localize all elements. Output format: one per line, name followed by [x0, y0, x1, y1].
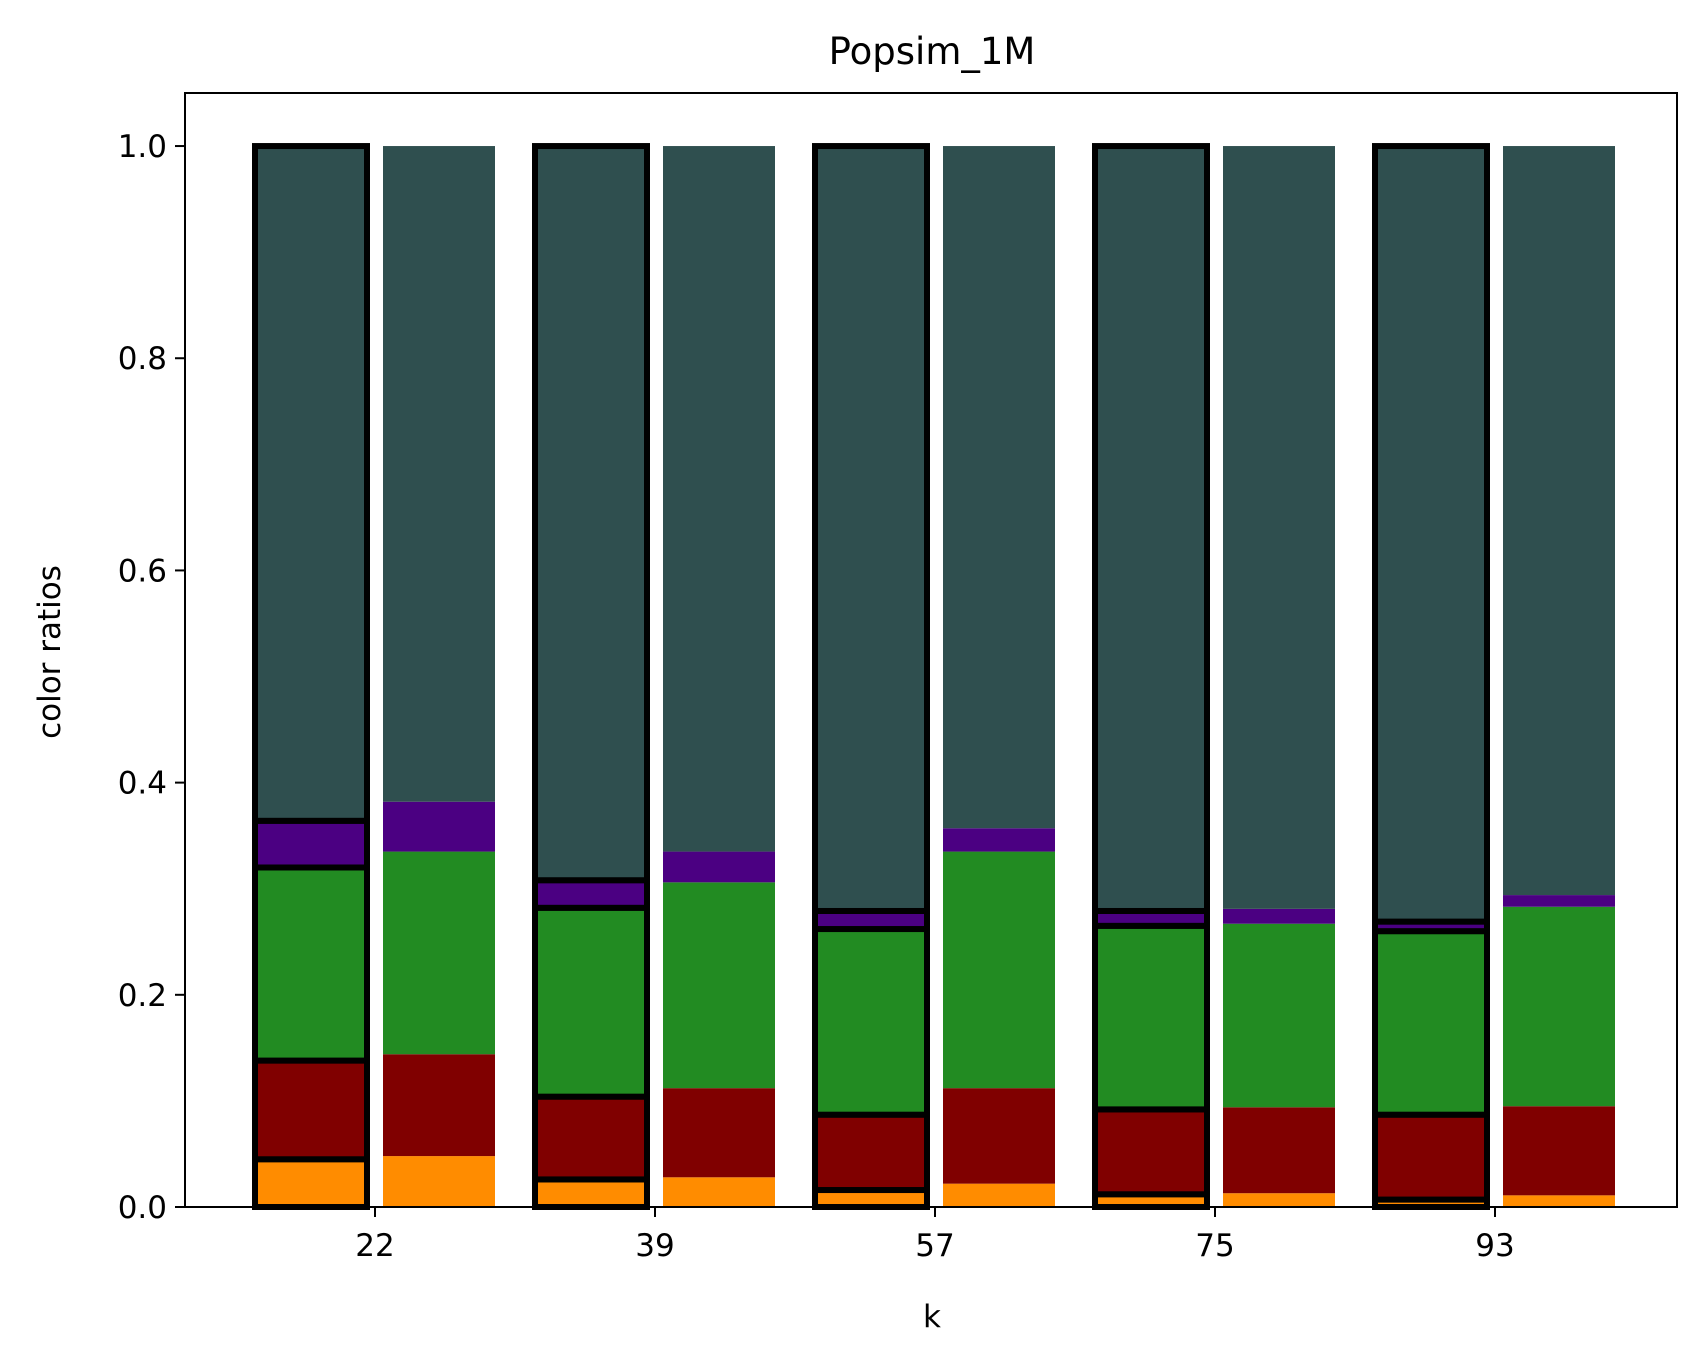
axes-layer: 0.0 0.2 0.4 0.6 0.8 1.0 22 39 57 75 93: [118, 92, 1678, 1264]
x-tick-label: 93: [1475, 1228, 1514, 1264]
bar-segment-maroon-k39-group1: [532, 1093, 650, 1183]
bar-segment-slate-k39-group1: [532, 143, 650, 884]
bar-segment-indigo-k57-group2: [943, 828, 1055, 852]
bar-segment-slate-k57-group2: [943, 146, 1055, 829]
chart-title: Popsim_1M: [829, 30, 1036, 73]
bar-segment-slate-k93-group2: [1503, 146, 1615, 896]
bar-segment-green-k75-group2: [1223, 923, 1335, 1108]
bar-segment-green-k22-group1: [252, 864, 370, 1064]
bar-segment-green-k22-group2: [383, 851, 495, 1055]
bar-segment-indigo-k39-group2: [663, 851, 775, 883]
y-tick-label: 0.6: [118, 553, 167, 589]
bar-segment-indigo-k22-group1: [252, 817, 370, 871]
plot-frame: [184, 92, 1678, 1208]
bar-segment-slate-k75-group2: [1223, 146, 1335, 909]
bar-segment-slate-k57-group1: [812, 143, 930, 914]
y-tick-label: 0.0: [118, 1190, 167, 1226]
bar-segment-green-k57-group2: [943, 851, 1055, 1089]
bar-segment-slate-k22-group2: [383, 146, 495, 802]
y-axis-label: color ratios: [32, 565, 68, 739]
bar-segment-green-k93-group1: [1372, 928, 1490, 1118]
bar-segment-green-k75-group1: [1092, 922, 1210, 1113]
bar-segment-green-k93-group2: [1503, 906, 1615, 1107]
bars-layer: [252, 143, 1615, 1211]
x-tick-label: 57: [915, 1228, 954, 1264]
bar-segment-green-k39-group1: [532, 904, 650, 1100]
bar-segment-maroon-k22-group1: [252, 1057, 370, 1163]
bar-segment-orange-k57-group2: [943, 1183, 1055, 1207]
bar-segment-maroon-k93-group1: [1372, 1111, 1490, 1203]
bar-segment-orange-k75-group2: [1223, 1193, 1335, 1207]
bar-segment-indigo-k75-group2: [1223, 908, 1335, 924]
x-tick-label: 22: [355, 1228, 394, 1264]
bar-segment-maroon-k93-group2: [1503, 1106, 1615, 1196]
bar-segment-orange-k39-group2: [663, 1177, 775, 1207]
y-tick-label: 0.2: [118, 978, 167, 1014]
bar-segment-slate-k39-group2: [663, 146, 775, 852]
bar-segment-green-k57-group1: [812, 926, 930, 1118]
bar-segment-orange-k39-group1: [532, 1176, 650, 1211]
bar-segment-indigo-k39-group1: [532, 877, 650, 911]
bar-segment-orange-k22-group2: [383, 1156, 495, 1207]
y-tick-label: 0.4: [118, 766, 167, 802]
bar-segment-indigo-k93-group2: [1503, 895, 1615, 907]
bar-segment-maroon-k75-group2: [1223, 1107, 1335, 1194]
x-axis-label: k: [923, 1299, 941, 1335]
bar-segment-slate-k75-group1: [1092, 143, 1210, 914]
bar-segment-indigo-k22-group2: [383, 801, 495, 852]
bar-segment-maroon-k22-group2: [383, 1054, 495, 1157]
bar-segment-slate-k93-group1: [1372, 143, 1490, 925]
bar-segment-maroon-k57-group2: [943, 1088, 1055, 1184]
y-tick-label: 1.0: [118, 129, 167, 165]
bar-segment-slate-k22-group1: [252, 143, 370, 824]
bar-segment-maroon-k39-group2: [663, 1088, 775, 1178]
bar-segment-green-k39-group2: [663, 882, 775, 1089]
x-tick-label: 39: [635, 1228, 674, 1264]
bar-segment-orange-k22-group1: [252, 1156, 370, 1211]
bar-segment-orange-k93-group2: [1503, 1195, 1615, 1207]
bar-segment-maroon-k75-group1: [1092, 1106, 1210, 1198]
x-tick-label: 75: [1195, 1228, 1234, 1264]
bar-segment-maroon-k57-group1: [812, 1111, 930, 1194]
y-tick-label: 0.8: [118, 341, 167, 377]
